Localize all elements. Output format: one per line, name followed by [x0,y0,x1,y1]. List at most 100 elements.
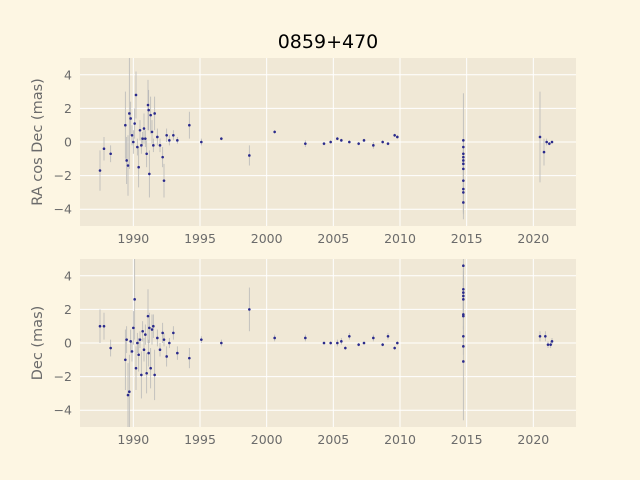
ra-data-point [152,144,155,147]
dec-data-point [134,366,138,370]
dec-data-point [248,308,251,311]
ra-data-point [329,140,332,144]
ra-x-tick-label: 2015 [451,231,483,246]
ra-y-tick-label: −2 [54,168,72,183]
dec-y-tick-label: −4 [54,403,72,418]
ra-data-point [126,164,130,167]
ra-data-point [132,140,135,144]
ra-data-point [147,108,150,112]
dec-data-point [381,343,384,346]
dec-data-point [462,334,465,338]
ra-data-point [165,133,168,137]
ra-data-point [128,112,131,115]
dec-data-point [109,346,112,350]
ra-data-point [125,159,128,162]
ra-data-point [462,155,465,159]
dec-data-point [138,338,142,341]
ra-data-point [149,113,152,117]
dec-data-point [162,338,166,341]
ra-data-point [362,139,366,142]
dec-data-point [176,351,179,355]
dec-x-tick-label: 2005 [317,432,349,447]
dec-data-point [462,345,465,348]
dec-x-tick-label: 1995 [184,432,216,447]
dec-data-point [340,340,343,343]
ra-data-point [138,128,142,132]
ra-data-point [130,133,134,137]
ra-data-point [462,179,465,182]
ra-data-point [393,133,396,137]
dec-data-point [544,334,547,338]
dec-data-point [329,341,332,345]
dec-data-point [462,287,465,291]
ra-data-point [153,112,156,115]
ra-data-point [129,117,132,120]
dec-data-marks [98,259,554,427]
ra-y-tick-label: 4 [64,67,72,82]
ra-data-point [137,165,140,169]
ra-y-tick-label: 0 [64,135,72,150]
dec-data-point [152,324,155,328]
ra-data-point [386,142,390,145]
dec-data-point [147,351,150,355]
dec-data-point [146,314,150,318]
dec-y-tick-label: 0 [64,336,72,351]
dec-data-point [148,326,151,330]
ra-data-point [542,150,546,154]
dec-data-point [372,336,375,340]
ra-panel: 1990 1995 2000 2005 2010 2015 2020 4 2 0 −2 −4 [54,58,576,246]
ra-data-point [304,142,307,145]
ra-data-point [200,140,203,144]
dec-data-point [538,334,542,338]
ra-x-tick-label: 1990 [117,231,149,246]
ra-data-point [136,145,139,149]
dec-data-point [172,331,175,335]
dec-data-point [130,350,134,353]
ra-data-point [550,140,554,144]
dec-data-point [386,334,390,338]
dec-data-point [546,343,550,346]
dec-data-point [348,334,351,338]
ra-data-point [462,191,465,194]
ra-data-point [162,179,166,182]
dec-y-tick-label: 4 [64,268,72,283]
dec-data-point [161,331,164,335]
ra-data-point [172,133,175,137]
dec-data-point [156,336,159,340]
ra-data-point [462,152,465,156]
ra-x-tick-label: 2005 [317,231,349,246]
ra-data-point [462,201,465,204]
ra-data-marks [98,58,554,220]
dec-data-point [140,373,143,377]
ra-data-point [340,139,343,142]
ra-data-point [176,139,179,142]
dec-data-point [462,294,465,298]
ra-data-point [158,144,162,147]
ra-data-point [538,135,542,139]
dec-data-point [98,324,102,328]
dec-data-point [336,341,339,345]
ra-y-tick-label: −4 [54,202,72,217]
dec-data-point [102,324,106,328]
dec-data-point [145,371,148,375]
ra-data-point [141,137,144,140]
ra-data-point [462,145,465,149]
dec-data-point [200,338,203,341]
dec-data-point [132,326,135,330]
dec-data-point [322,341,326,345]
ra-data-point [220,137,223,140]
dec-data-point [136,341,139,345]
ra-data-point [102,147,106,151]
dec-data-point [362,341,366,345]
ra-data-point [140,144,143,147]
dec-data-point [158,348,162,352]
dec-data-point [142,348,146,352]
ra-data-point [322,142,326,145]
dec-data-point [393,346,396,350]
ra-data-point [357,142,360,145]
dec-data-point [188,356,191,360]
dec-data-point [141,329,144,333]
ra-x-tick-label: 2010 [384,231,416,246]
ra-data-point [145,152,148,156]
